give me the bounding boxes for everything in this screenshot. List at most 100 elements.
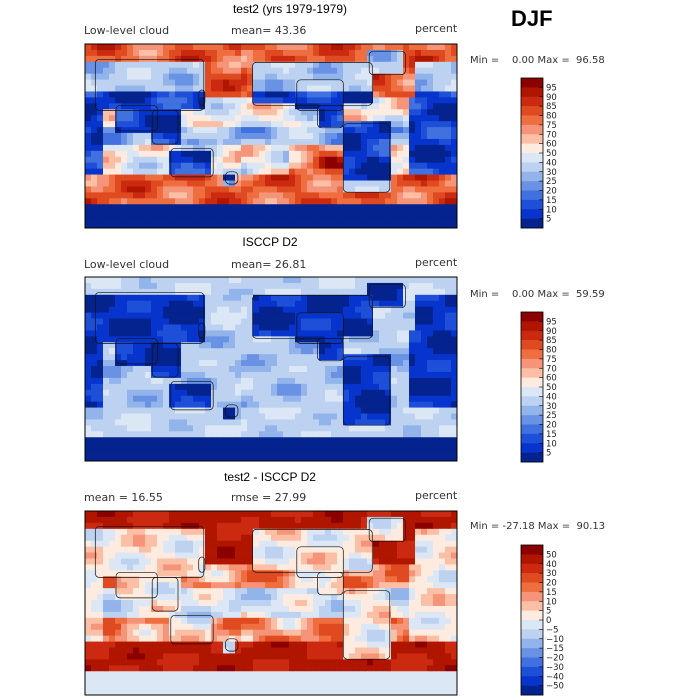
map-cell	[247, 348, 254, 355]
map-cell	[229, 342, 236, 349]
map-cell	[301, 49, 308, 57]
map-cell	[349, 377, 356, 385]
map-cell	[403, 401, 410, 408]
map-cell	[355, 366, 362, 373]
map-cell	[307, 127, 314, 134]
map-cell	[355, 516, 362, 524]
map-cell	[235, 103, 242, 110]
map-cell	[391, 180, 398, 187]
map-cell	[229, 354, 236, 361]
map-cell	[91, 443, 98, 450]
map-cell	[259, 168, 266, 175]
map-cell	[97, 455, 104, 462]
map-cell	[115, 174, 122, 181]
map-cell	[187, 198, 194, 205]
map-cell	[313, 324, 320, 331]
map-cell	[169, 127, 176, 134]
map-cell	[427, 133, 434, 140]
map-cell	[445, 534, 452, 542]
map-cell	[175, 79, 182, 86]
map-cell	[235, 383, 242, 391]
map-cell	[229, 210, 236, 217]
map-cell	[445, 144, 452, 152]
map-cell	[295, 156, 302, 164]
map-cell	[361, 582, 368, 589]
map-cell	[385, 383, 392, 391]
map-cell	[337, 455, 344, 462]
map-cell	[175, 534, 182, 542]
map-cell	[253, 425, 260, 432]
map-cell	[103, 127, 110, 134]
map-cell	[163, 91, 170, 98]
map-cell	[313, 162, 320, 170]
map-cell	[379, 389, 386, 397]
map-cell	[181, 455, 188, 462]
map-cell	[223, 576, 230, 583]
map-cell	[331, 431, 338, 438]
map-cell	[379, 401, 386, 408]
map-cell	[133, 127, 140, 134]
colorbar-tick-label: 15	[546, 196, 557, 206]
map-cell	[391, 552, 398, 559]
colorbar-tick-label: 20	[546, 421, 557, 431]
map-cell	[127, 413, 134, 420]
map-cell	[373, 186, 380, 193]
map-cell	[415, 582, 422, 589]
map-cell	[295, 288, 302, 296]
map-cell	[385, 540, 392, 548]
map-cell	[187, 413, 194, 420]
map-cell	[373, 425, 380, 432]
map-cell	[355, 324, 362, 331]
map-cell	[295, 371, 302, 379]
map-cell	[433, 318, 440, 325]
map-cell	[379, 413, 386, 420]
map-cell	[307, 216, 314, 223]
map-cell	[307, 594, 314, 601]
map-cell	[109, 354, 116, 361]
map-cell	[97, 73, 104, 81]
map-cell	[379, 210, 386, 217]
map-cell	[313, 540, 320, 548]
map-cell	[319, 44, 326, 51]
map-cell	[331, 419, 338, 426]
map-cell	[253, 109, 260, 116]
map-cell	[253, 198, 260, 205]
map-cell	[91, 144, 98, 152]
map-cell	[445, 174, 452, 181]
map-cell	[409, 216, 416, 223]
map-cell	[193, 294, 200, 302]
map-cell	[163, 366, 170, 373]
map-cell	[115, 407, 122, 414]
map-cell	[367, 150, 374, 158]
map-cell	[367, 425, 374, 432]
map-cell	[415, 198, 422, 205]
map-cell	[211, 413, 218, 420]
map-cell	[127, 354, 134, 361]
map-cell	[139, 91, 146, 98]
map-cell	[343, 360, 350, 367]
map-cell	[241, 288, 248, 296]
map-cell	[145, 210, 152, 217]
map-cell	[145, 109, 152, 116]
map-cell	[391, 348, 398, 355]
map-cell	[271, 330, 278, 337]
map-cell	[187, 401, 194, 408]
map-cell	[319, 103, 326, 110]
map-cell	[409, 127, 416, 134]
map-cell	[283, 300, 290, 308]
map-cell	[271, 540, 278, 548]
map-cell	[121, 121, 128, 128]
map-cell	[397, 133, 404, 140]
map-cell	[145, 419, 152, 426]
map-cell	[235, 180, 242, 187]
map-cell	[223, 174, 230, 181]
map-cell	[157, 156, 164, 164]
map-cell	[175, 109, 182, 116]
map-cell	[187, 318, 194, 325]
map-cell	[367, 516, 374, 524]
map-cell	[97, 419, 104, 426]
map-cell	[103, 594, 110, 601]
map-cell	[217, 174, 224, 181]
map-cell	[259, 121, 266, 128]
map-cell	[331, 222, 338, 229]
